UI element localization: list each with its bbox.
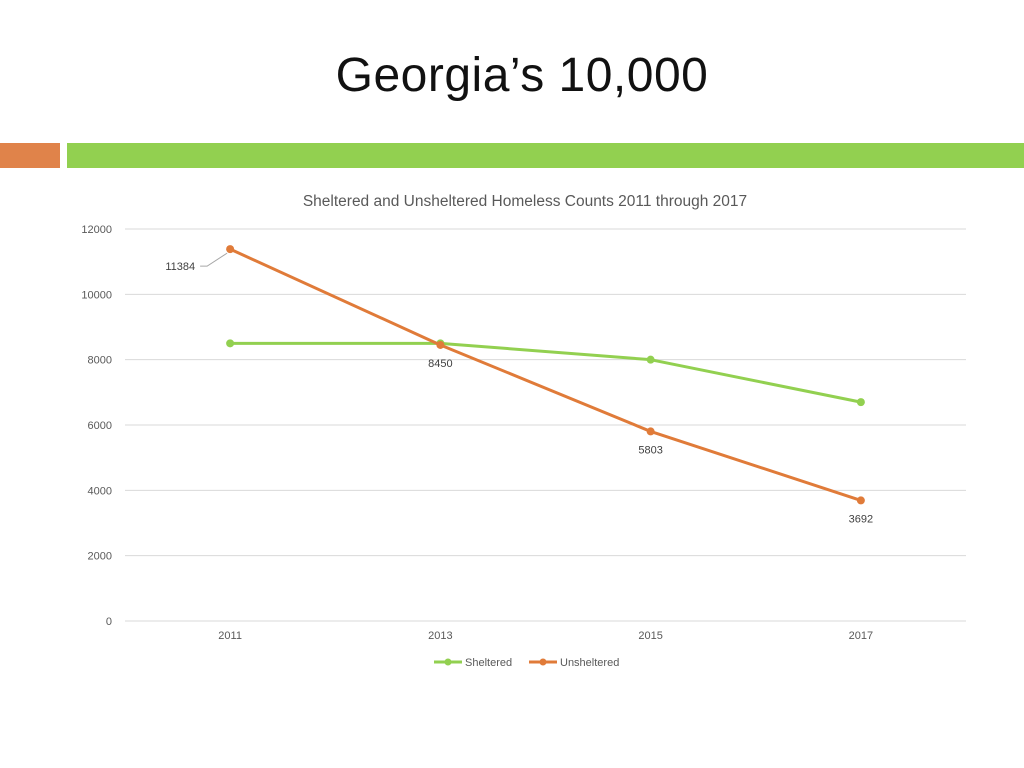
y-tick-label: 10000 bbox=[81, 289, 112, 301]
slide-title: Georgia’s 10,000 bbox=[335, 49, 709, 102]
legend-label: Sheltered bbox=[465, 657, 512, 669]
data-point bbox=[226, 339, 235, 348]
chart-container: Sheltered and Unsheltered Homeless Count… bbox=[0, 180, 1024, 690]
legend-item: Sheltered bbox=[434, 657, 512, 669]
y-tick-label: 2000 bbox=[88, 551, 112, 563]
accent-bar-green bbox=[67, 143, 1024, 168]
series-line bbox=[228, 247, 863, 502]
data-point bbox=[646, 427, 655, 436]
data-label: 11384 bbox=[165, 261, 195, 273]
series-line bbox=[228, 341, 863, 404]
legend-item: Unsheltered bbox=[529, 657, 619, 669]
data-label: 3692 bbox=[849, 513, 873, 525]
series-sheltered bbox=[226, 339, 865, 407]
y-tick-label: 4000 bbox=[88, 485, 112, 497]
legend-swatch-marker bbox=[539, 658, 547, 666]
data-point bbox=[226, 245, 235, 254]
line-chart: Sheltered and Unsheltered Homeless Count… bbox=[81, 193, 966, 669]
legend: Sheltered Unsheltered bbox=[434, 657, 619, 669]
y-tick-label: 8000 bbox=[88, 355, 112, 367]
leader-line bbox=[200, 252, 228, 267]
x-axis-ticks: 2011 2013 2015 2017 bbox=[218, 630, 873, 642]
x-tick-label: 2013 bbox=[428, 630, 452, 642]
data-point bbox=[856, 398, 865, 407]
gridlines bbox=[125, 228, 966, 622]
accent-bar-orange bbox=[0, 143, 60, 168]
series-layer bbox=[226, 245, 865, 505]
y-axis-ticks: 0 2000 4000 6000 8000 10000 12000 bbox=[81, 224, 112, 628]
y-tick-label: 6000 bbox=[88, 420, 112, 432]
data-point bbox=[646, 355, 655, 364]
data-point bbox=[436, 340, 445, 349]
y-tick-label: 0 bbox=[106, 616, 112, 628]
data-labels: 11384 8450 5803 3692 bbox=[165, 252, 873, 525]
x-tick-label: 2011 bbox=[218, 630, 242, 642]
data-label: 5803 bbox=[638, 444, 662, 456]
data-point bbox=[856, 496, 865, 505]
x-tick-label: 2017 bbox=[849, 630, 873, 642]
chart-title: Sheltered and Unsheltered Homeless Count… bbox=[303, 193, 747, 210]
y-tick-label: 12000 bbox=[81, 224, 112, 236]
legend-label: Unsheltered bbox=[560, 657, 619, 669]
data-label: 8450 bbox=[428, 358, 452, 370]
x-tick-label: 2015 bbox=[638, 630, 662, 642]
legend-swatch-marker bbox=[444, 658, 452, 666]
series-unsheltered bbox=[226, 245, 865, 505]
